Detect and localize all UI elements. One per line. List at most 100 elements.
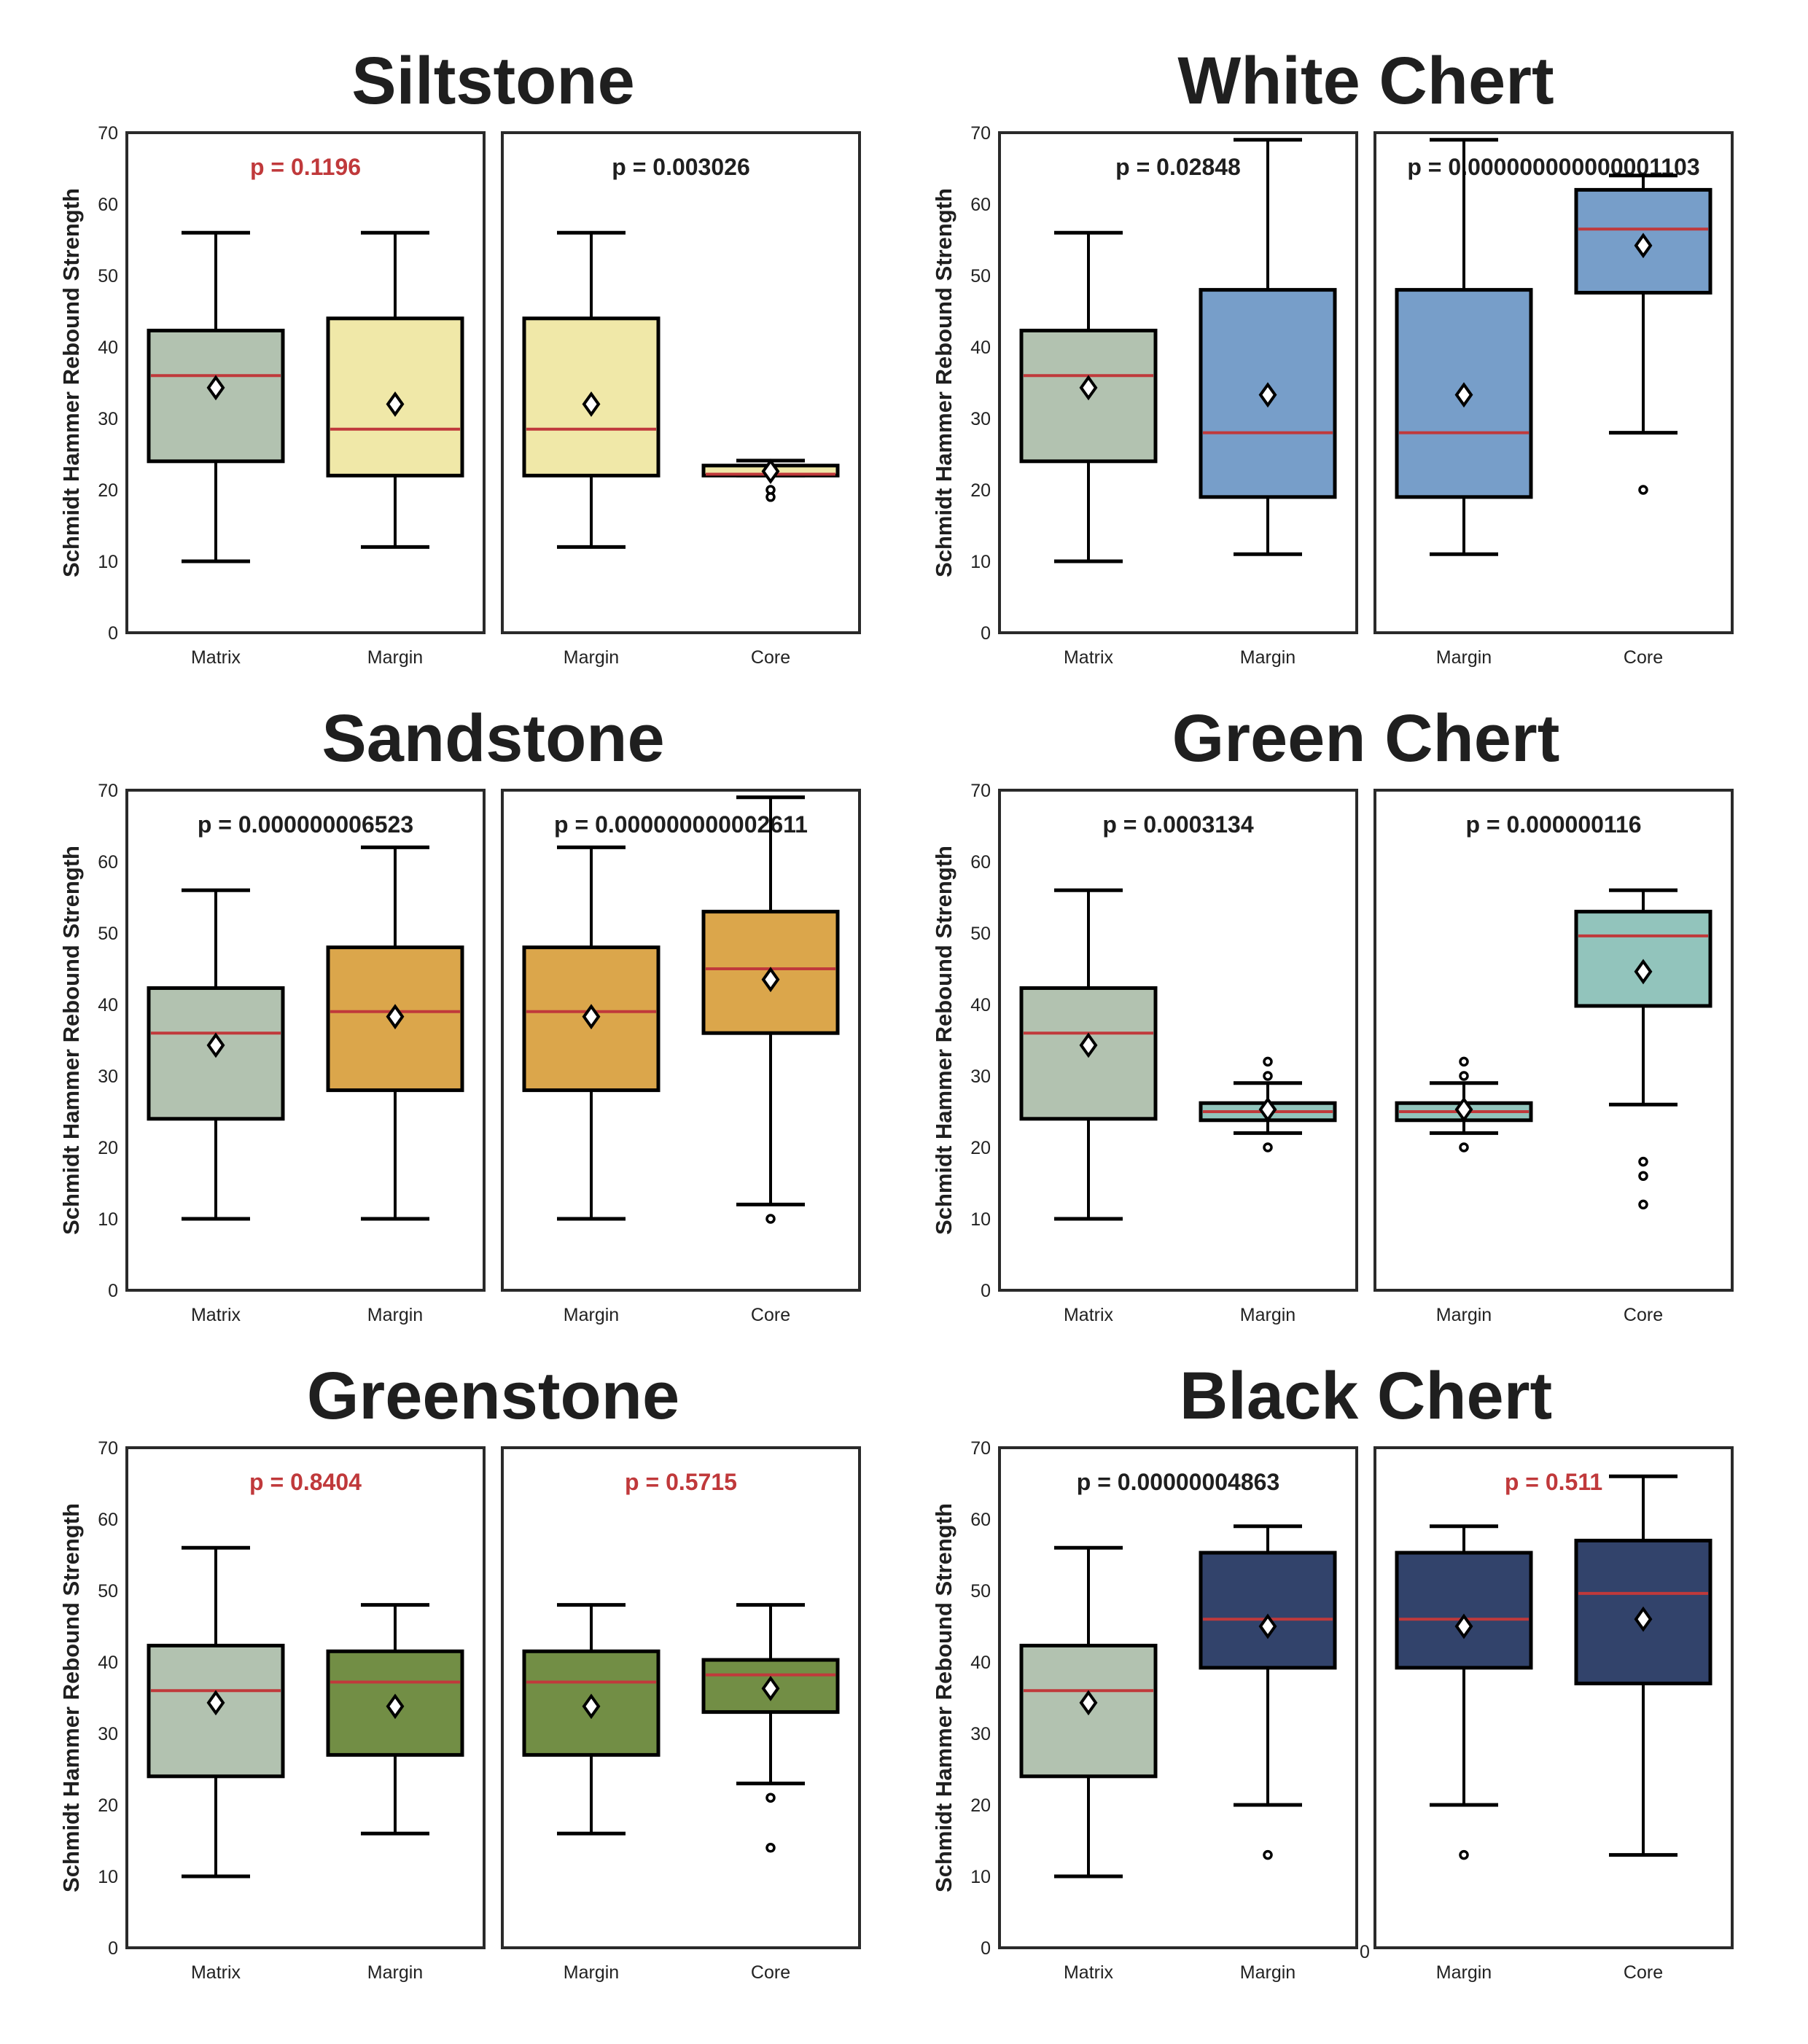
y-tick-label: 10 [970, 552, 991, 572]
y-tick-label: 70 [98, 1438, 118, 1459]
mean-marker [1634, 959, 1653, 985]
x-tick-label: Matrix [1064, 1962, 1114, 1983]
mean-marker [386, 1004, 405, 1030]
x-tick-label: Margin [564, 1962, 619, 1983]
mean-marker [386, 1693, 405, 1720]
x-tick-label: Matrix [1064, 647, 1114, 668]
outlier-point [1459, 1849, 1469, 1860]
outlier-point [1263, 1142, 1273, 1152]
mean-marker [206, 375, 225, 401]
chart-siltstone: Siltstone Schmidt Hammer Rebound Strength… [58, 44, 861, 668]
y-tick-label: 60 [970, 852, 991, 873]
p-value-label: p = 0.000000116 [1465, 811, 1641, 838]
y-tick-label: 30 [98, 1724, 118, 1744]
x-tick-label: Margin [1240, 1305, 1295, 1325]
y-axis-label: Schmidt Hammer Rebound Strength [931, 188, 956, 577]
y-tick-label: 10 [98, 1867, 118, 1887]
mean-marker [1454, 1096, 1473, 1123]
mean-marker [1079, 1032, 1098, 1058]
x-tick-label: Margin [1240, 647, 1295, 668]
y-tick-label: 70 [98, 123, 118, 144]
mean-marker [582, 1693, 601, 1720]
x-tick-label: Core [751, 1962, 790, 1983]
x-tick-label: Margin [367, 1305, 423, 1325]
box-iqr [1019, 1643, 1158, 1779]
outlier-point [765, 1793, 776, 1803]
box-iqr [701, 1658, 840, 1715]
outlier-point [1263, 1071, 1273, 1081]
panel-frame [998, 1446, 1358, 1949]
y-axis-label: Schmidt Hammer Rebound Strength [58, 188, 84, 577]
y-tick-label: 40 [98, 338, 118, 358]
chart-black-chert: Black Chert Schmidt Hammer Rebound Streng… [931, 1359, 1734, 1983]
mean-marker [761, 1675, 780, 1701]
p-value-label: p = 0.000000006523 [198, 811, 413, 838]
y-tick-label: 0 [981, 1281, 991, 1301]
y-tick-label: 20 [98, 480, 118, 501]
y-tick-label: 30 [98, 1066, 118, 1087]
x-tick-label: Margin [1240, 1962, 1295, 1983]
chart-title: White Chert [1177, 44, 1554, 118]
panel-frame [1373, 1446, 1734, 1949]
chart-sandstone: Sandstone Schmidt Hammer Rebound Strength… [58, 701, 861, 1325]
p-value-label: p = 0.003026 [612, 154, 749, 180]
mean-marker [1634, 233, 1653, 259]
y-tick-label: 50 [98, 924, 118, 944]
chart-title: Black Chert [1180, 1359, 1552, 1433]
chart-white-chert: White Chert Schmidt Hammer Rebound Streng… [931, 44, 1734, 668]
box-iqr [1574, 910, 1712, 1008]
mean-marker [1258, 1613, 1277, 1639]
p-value-label: p = 0.000000000002611 [554, 811, 808, 838]
outlier-point [765, 1843, 776, 1853]
y-tick-label: 70 [970, 781, 991, 801]
x-tick-label: Margin [367, 647, 423, 668]
x-tick-label: Matrix [191, 647, 241, 668]
x-tick-label: Matrix [191, 1305, 241, 1325]
mean-marker [761, 459, 780, 484]
y-tick-label: 20 [98, 1795, 118, 1816]
mean-marker [1258, 382, 1277, 408]
x-tick-label: Margin [564, 1305, 619, 1325]
x-tick-label: Margin [1436, 1962, 1492, 1983]
y-tick-label: 40 [98, 1653, 118, 1673]
box-iqr [1395, 1550, 1533, 1670]
p-value-label: p = 0.5715 [625, 1469, 737, 1495]
mean-marker [582, 1004, 601, 1030]
outlier-point [1638, 1171, 1648, 1181]
y-tick-label: 60 [970, 195, 991, 215]
mean-marker [206, 1690, 225, 1716]
mean-marker [1258, 1096, 1277, 1123]
panel-frame [998, 131, 1358, 634]
y-tick-label: 0 [981, 1938, 991, 1959]
mean-marker [206, 1032, 225, 1058]
y-tick-label: 40 [98, 995, 118, 1015]
y-tick-label: 30 [970, 1724, 991, 1744]
panel-frame [1373, 131, 1734, 634]
y-tick-label: 50 [970, 1581, 991, 1602]
panel-frame [125, 789, 486, 1292]
panel-frame [501, 1446, 861, 1949]
y-tick-label: 70 [970, 123, 991, 144]
x-tick-label: Core [751, 1305, 790, 1325]
p-value-label: p = 0.00000004863 [1077, 1469, 1279, 1495]
panel-frame [501, 789, 861, 1292]
p-value-label: p = 0.1196 [250, 154, 361, 180]
outlier-point [1638, 1156, 1648, 1167]
y-tick-label: 20 [970, 1138, 991, 1158]
p-value-label: p = 0.511 [1505, 1469, 1602, 1495]
outlier-point [1263, 1056, 1273, 1067]
x-tick-label: Margin [1436, 1305, 1492, 1325]
y-tick-label: 0 [108, 1281, 118, 1301]
outlier-point [765, 1214, 776, 1224]
panel-frame [1373, 789, 1734, 1292]
y-tick-label: 50 [970, 266, 991, 286]
mean-marker [761, 967, 780, 993]
y-tick-label: 40 [970, 995, 991, 1015]
chart-title: Green Chert [1172, 701, 1560, 776]
y-tick-label: 70 [98, 781, 118, 801]
p-value-label: p = 0.02848 [1115, 154, 1241, 180]
x-tick-label: Core [1624, 1962, 1663, 1983]
y-tick-label: 0 [108, 1938, 118, 1959]
y-tick-label: 70 [970, 1438, 991, 1459]
